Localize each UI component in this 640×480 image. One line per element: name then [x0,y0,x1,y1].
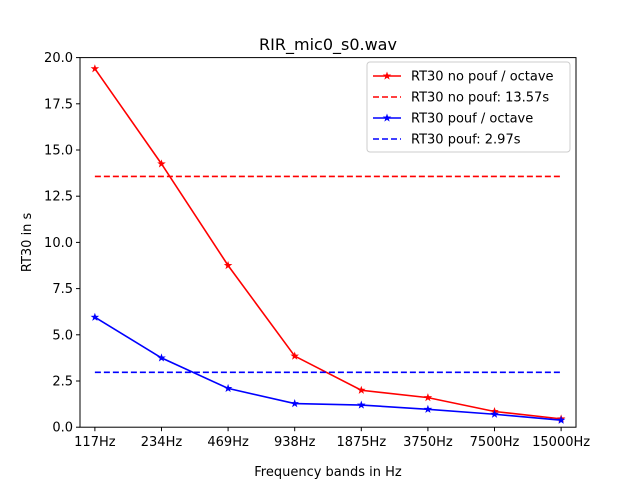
series-2-point [157,353,166,362]
x-tick-label: 938Hz [274,435,316,450]
x-axis-title: Frequency bands in Hz [254,465,402,480]
series-0-line [94,68,562,420]
series-2-point [423,404,433,413]
y-tick-label: 20.0 [44,51,73,66]
series-2-point [490,409,499,418]
chart-title: RIR_mic0_s0.wav [259,35,397,55]
series-2-point [556,415,566,424]
y-tick-label: 17.5 [44,97,73,112]
legend-swatch-marker [382,71,392,80]
y-tick-label: 5.0 [52,328,73,343]
x-tick-label: 469Hz [207,435,249,450]
y-axis-title: RT30 in s [20,212,35,272]
x-tick-label: 7500Hz [470,435,520,450]
series-2-point [290,399,299,408]
series-0-point [423,393,433,402]
x-tick-label: 1875Hz [336,435,386,450]
series-2-point [223,383,233,393]
x-tick-label: 117Hz [74,435,116,450]
series-2-line [94,316,562,421]
x-tick-label: 15000Hz [532,435,590,450]
y-tick-label: 7.5 [52,282,73,297]
series-2-point [357,400,366,409]
series-2-point [90,312,100,321]
x-tick-label: 234Hz [141,435,183,450]
y-tick-label: 10.0 [44,236,73,251]
y-tick-label: 2.5 [52,375,73,390]
legend-entry-label: RT30 pouf: 2.97s [411,133,521,148]
legend-entry-label: RT30 no pouf / octave [411,70,554,85]
legend-swatch-marker [382,113,392,122]
series-0-point [90,64,100,73]
x-tick-label: 3750Hz [403,435,453,450]
y-tick-label: 15.0 [44,144,73,159]
legend-frame [366,61,571,153]
series-0-point [290,351,299,360]
legend: RT30 no pouf / octave RT30 no pouf: 13.57… [366,61,571,153]
y-tick-label: 0.0 [52,421,73,436]
series-0-point [357,385,366,394]
y-tick-label: 12.5 [44,190,73,205]
legend-entry-label: RT30 no pouf: 13.57s [411,91,549,106]
legend-entry-label: RT30 pouf / octave [411,112,533,127]
series-0-point [223,261,233,270]
series-0-point [157,159,166,168]
